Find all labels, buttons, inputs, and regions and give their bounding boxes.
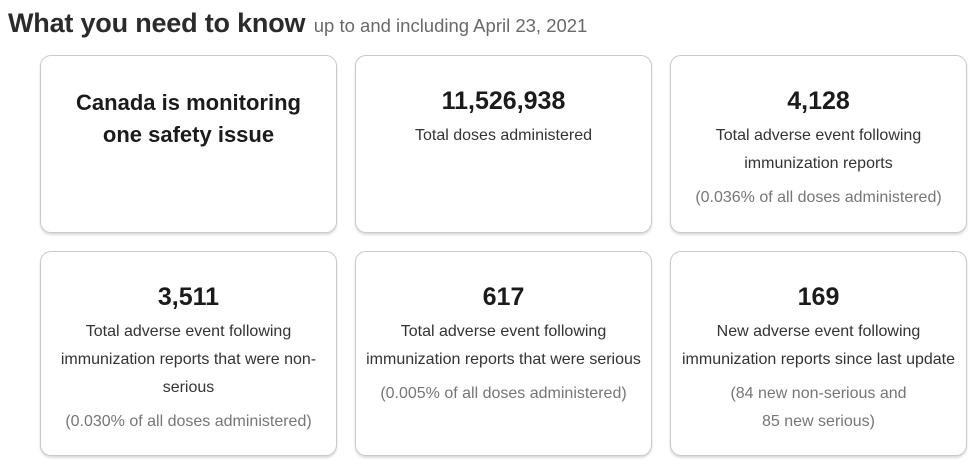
total-aefi-value: 4,128 [787,87,850,115]
new-reports-note-line2: 85 new serious) [762,412,875,430]
serious-note: (0.005% of all doses administered) [380,384,627,402]
stat-card-grid: Canada is monitoring one safety issue 11… [40,55,967,456]
safety-issue-headline: Canada is monitoring one safety issue [76,90,301,147]
non-serious-label: Total adverse event following immunizati… [60,322,317,396]
page-subtitle-date: up to and including April 23, 2021 [313,15,588,36]
total-doses-value: 11,526,938 [441,87,566,115]
new-reports-label: New adverse event following immunization… [681,322,956,368]
new-reports-value: 169 [797,283,840,311]
stat-card-total-aefi-reports: 4,128 Total adverse event following immu… [670,55,967,233]
serious-value: 617 [482,283,525,311]
non-serious-note: (0.030% of all doses administered) [65,412,312,430]
stat-card-new-reports: 169 New adverse event following immuniza… [670,251,967,456]
stat-card-total-doses: 11,526,938 Total doses administered [355,55,652,233]
stat-card-non-serious-reports: 3,511 Total adverse event following immu… [40,251,337,456]
total-aefi-label: Total adverse event following immunizati… [715,126,922,172]
section-header: What you need to know up to and includin… [8,8,980,39]
total-doses-label: Total doses administered [415,126,592,144]
stat-card-safety-issues: Canada is monitoring one safety issue [40,55,337,233]
page-title: What you need to know [8,8,306,38]
non-serious-value: 3,511 [157,283,220,311]
new-reports-note-line1: (84 new non-serious and [730,384,907,402]
serious-label: Total adverse event following immunizati… [366,322,641,368]
stat-card-serious-reports: 617 Total adverse event following immuni… [355,251,652,456]
total-aefi-note: (0.036% of all doses administered) [695,188,942,206]
